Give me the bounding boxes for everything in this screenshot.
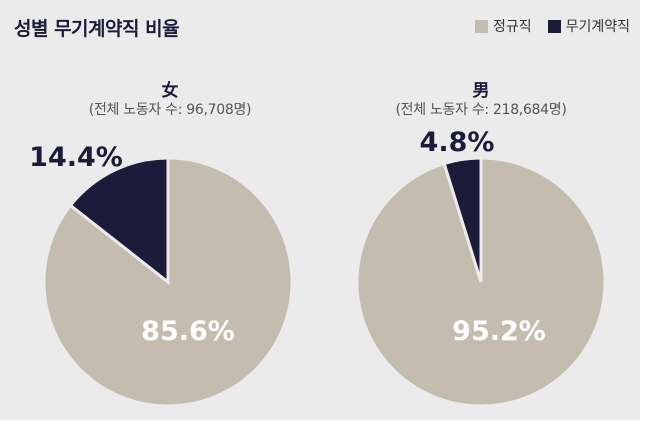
female-regular-percent-label: 85.6%	[141, 316, 235, 347]
male-slice-indefinite	[442, 156, 483, 283]
chart-title: 성별 무기계약직 비율	[14, 18, 180, 40]
male-indefinite-percent-label: 4.8%	[420, 127, 495, 158]
legend-item-indefinite: 무기계약직	[547, 16, 630, 36]
female-slice-indefinite	[68, 156, 170, 286]
female-indefinite-percent-label: 14.4%	[29, 142, 123, 173]
legend-item-regular: 정규직	[474, 16, 532, 36]
legend-label-indefinite: 무기계약직	[565, 19, 630, 35]
legend-swatch-regular	[474, 19, 488, 33]
male-chart-subtitle: (전체 노동자 수: 218,684명)	[395, 102, 567, 118]
female-chart-title: 女	[161, 81, 179, 101]
legend-label-regular: 정규직	[492, 19, 532, 35]
male-chart-title: 男	[472, 81, 490, 101]
female-chart-subtitle: (전체 노동자 수: 96,708명)	[88, 102, 252, 118]
male-regular-percent-label: 95.2%	[452, 316, 546, 347]
legend-swatch-indefinite	[547, 19, 561, 33]
legend: 정규직 무기계약직	[465, 16, 630, 36]
